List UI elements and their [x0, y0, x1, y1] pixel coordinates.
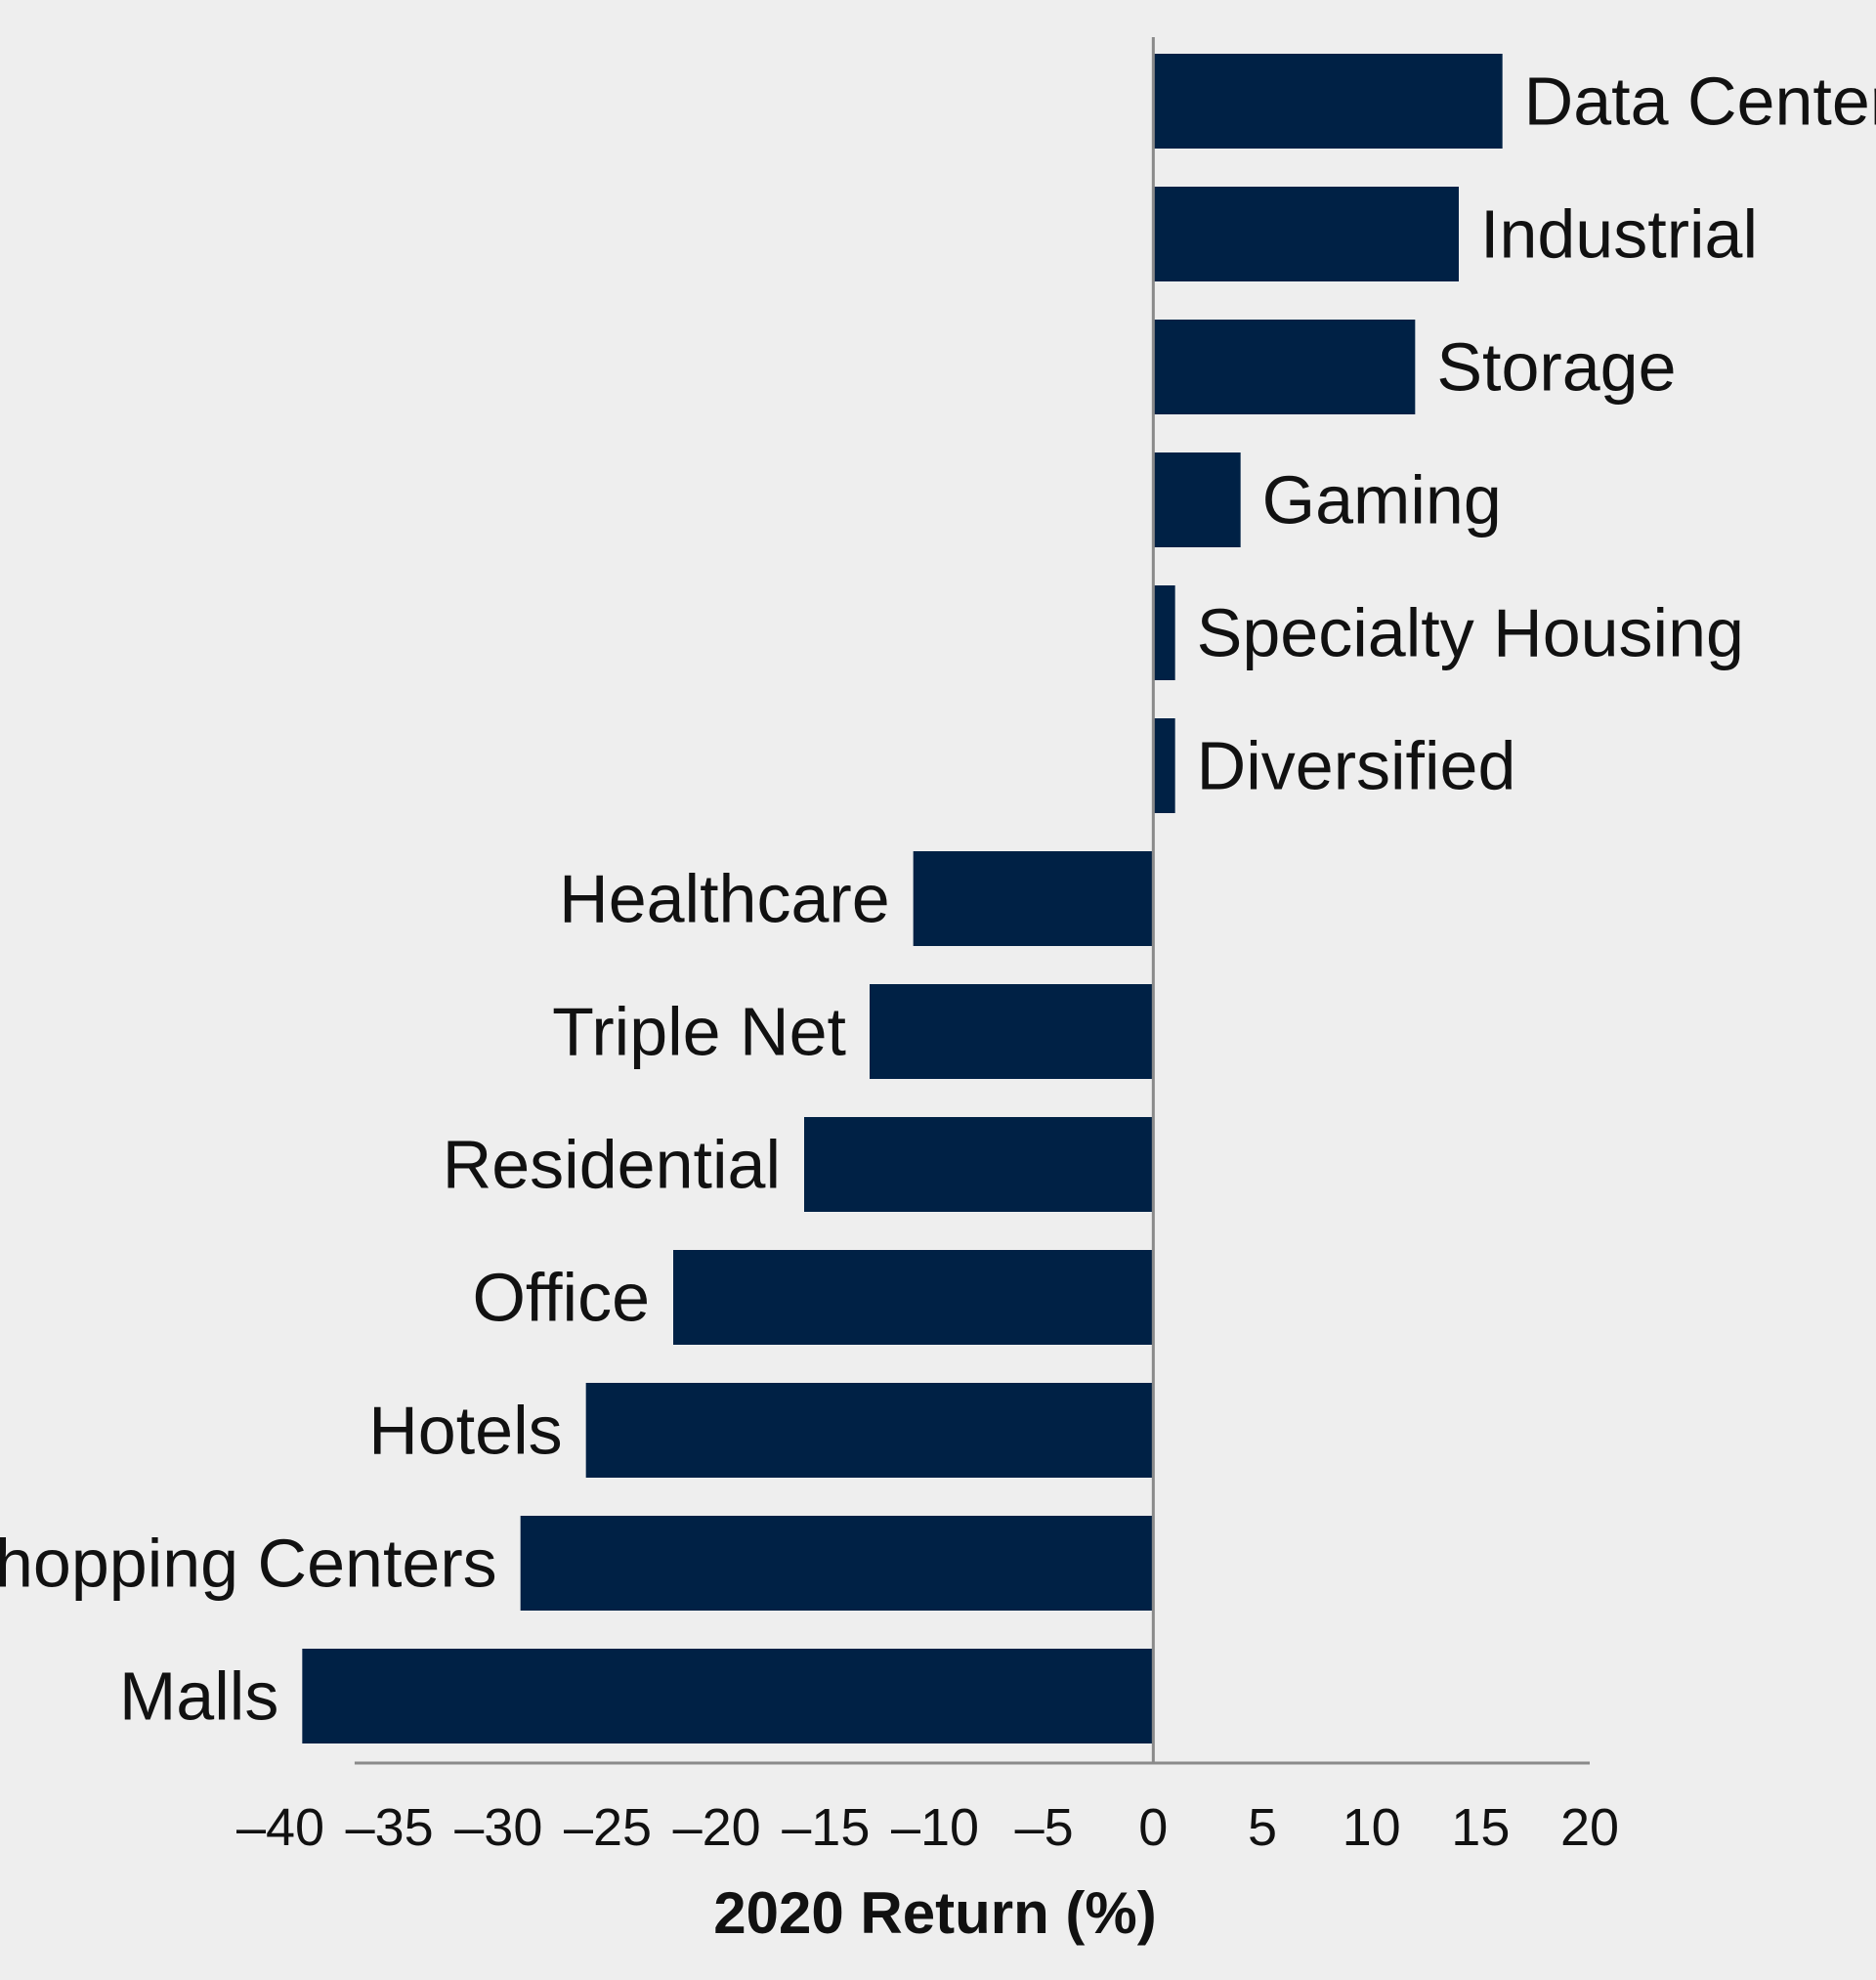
category-label-gaming: Gaming — [1262, 462, 1502, 538]
x-tick-label: –5 — [1015, 1798, 1074, 1857]
bar-industrial — [1153, 187, 1459, 281]
category-label-shopping-centers: Shopping Centers — [0, 1526, 497, 1602]
category-label-specialty-housing: Specialty Housing — [1197, 595, 1744, 671]
category-label-office: Office — [472, 1260, 650, 1336]
bar-hotels — [585, 1383, 1154, 1478]
category-label-storage: Storage — [1436, 329, 1676, 406]
category-label-malls: Malls — [119, 1658, 278, 1735]
bar-malls — [302, 1649, 1154, 1743]
x-tick-label: –20 — [673, 1798, 761, 1857]
x-tick-label: –35 — [346, 1798, 434, 1857]
x-tick-label: 20 — [1560, 1798, 1619, 1857]
x-axis-title: 2020 Return (%) — [713, 1880, 1156, 1946]
x-tick-labels: –40 –35 –30 –25 –20 –15 –10 –5 0 5 10 15 20 — [236, 1798, 1619, 1857]
bar-data-center — [1153, 54, 1503, 149]
bar-healthcare — [913, 851, 1154, 946]
category-label-data-center: Data Center — [1524, 64, 1876, 140]
category-label-residential: Residential — [443, 1127, 781, 1203]
x-tick-label: –15 — [782, 1798, 870, 1857]
bar-diversified — [1153, 718, 1175, 813]
bar-shopping-centers — [520, 1516, 1154, 1611]
category-label-industrial: Industrial — [1480, 196, 1758, 273]
x-tick-label: –30 — [454, 1798, 542, 1857]
x-tick-label: –40 — [236, 1798, 324, 1857]
x-tick-label: 5 — [1248, 1798, 1277, 1857]
category-label-diversified: Diversified — [1197, 728, 1516, 804]
category-label-healthcare: Healthcare — [559, 861, 890, 937]
x-tick-label: –10 — [891, 1798, 979, 1857]
category-label-hotels: Hotels — [368, 1393, 562, 1469]
bars-group — [302, 54, 1503, 1743]
x-tick-label: 0 — [1138, 1798, 1168, 1857]
x-tick-label: 15 — [1451, 1798, 1510, 1857]
x-tick-label: –25 — [564, 1798, 652, 1857]
bar-specialty-housing — [1153, 585, 1175, 680]
bar-office — [673, 1250, 1154, 1345]
x-tick-label: 10 — [1343, 1798, 1401, 1857]
category-labels: Data Center Industrial Storage Gaming Specia… — [0, 64, 1876, 1735]
bar-residential — [804, 1117, 1154, 1212]
bar-storage — [1153, 320, 1416, 414]
category-label-triple-net: Triple Net — [552, 994, 846, 1070]
bar-gaming — [1153, 452, 1241, 547]
bar-triple-net — [870, 984, 1154, 1079]
